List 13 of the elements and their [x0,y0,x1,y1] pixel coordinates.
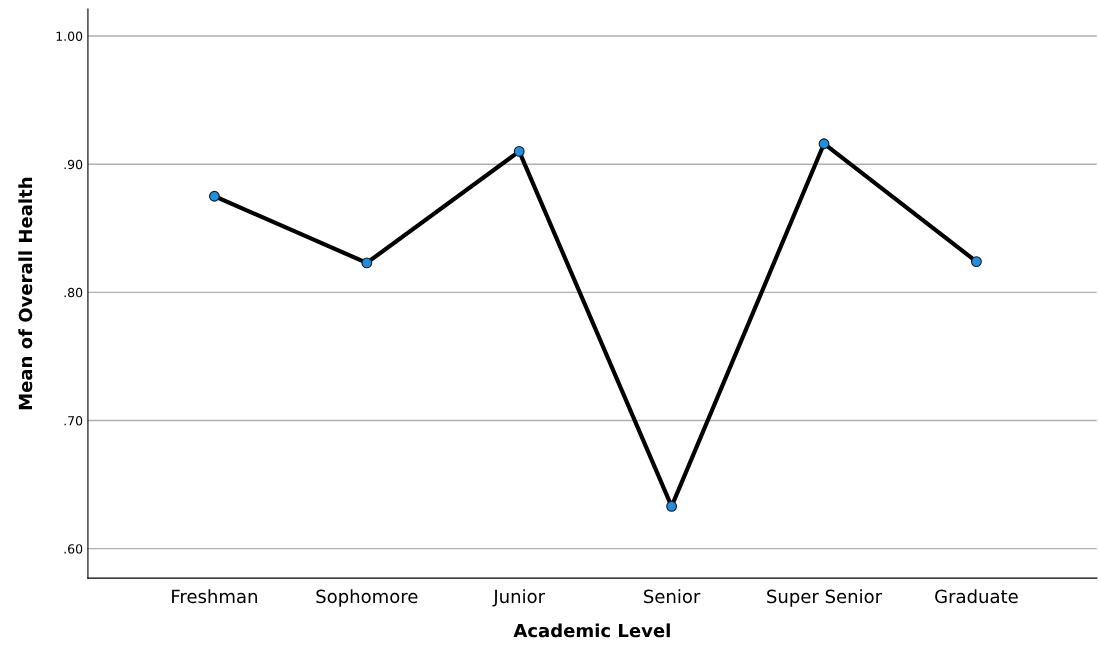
x-tick-label: Senior [644,589,701,604]
y-axis-title: Mean of Overall Health [18,177,33,410]
x-tick-label: Super Senior [767,589,883,607]
y-tick-label: .90 [64,159,83,170]
y-tick-label: 1.00 [56,31,83,41]
y-tick-label: .60 [64,544,83,554]
x-tick-label: Junior [492,589,546,607]
x-tick-label: Sophomore [316,589,418,607]
x-tick-label: Graduate [935,589,1018,604]
y-tick-label: .80 [64,287,83,298]
y-tick-label: .70 [64,415,83,426]
x-tick-label: Freshman [172,589,257,604]
x-axis-title: Academic Level [513,623,670,638]
